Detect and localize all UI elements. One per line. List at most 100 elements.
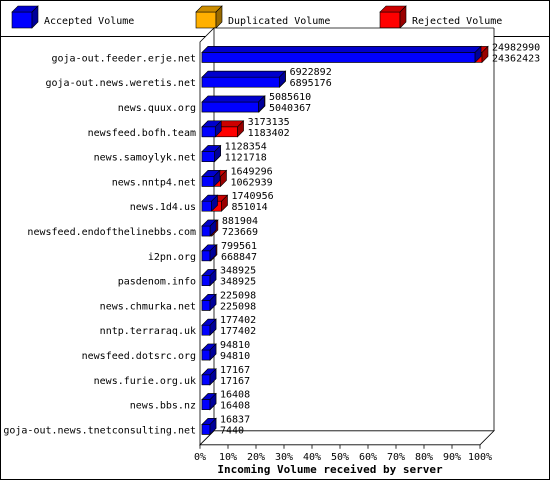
legend-label-duplicated: Duplicated Volume <box>228 16 330 27</box>
category-label: goja-out.feeder.erje.net <box>52 53 197 64</box>
bar-accepted-side <box>209 268 217 287</box>
value-label-accepted: 668847 <box>221 252 257 263</box>
bar-accepted-side <box>209 368 217 386</box>
bar-accepted-side <box>209 293 217 312</box>
x-tick-label: 80% <box>415 452 433 463</box>
x-tick-label: 70% <box>387 452 405 463</box>
bar-accepted-front <box>201 151 215 162</box>
bar-accepted-top <box>201 70 287 78</box>
bar-accepted-side <box>209 244 217 262</box>
value-label-accepted: 7440 <box>220 425 244 436</box>
bar-accepted-top <box>201 46 482 53</box>
category-label: newsfeed.endofthelinebbs.com <box>27 227 196 238</box>
bar-accepted-front <box>201 374 211 386</box>
category-label: news.chmurka.net <box>100 301 196 312</box>
x-tick-label: 50% <box>331 452 349 463</box>
legend-swatch-accepted-front <box>11 11 33 29</box>
value-label-total: 3173135 <box>248 117 290 128</box>
bar-accepted-front <box>201 349 211 361</box>
value-label-accepted: 1183402 <box>248 128 290 139</box>
value-label-total: 1128354 <box>225 142 267 153</box>
bar-accepted-top <box>201 95 266 103</box>
value-label-accepted: 723669 <box>222 227 258 238</box>
category-label: newsfeed.bofh.team <box>88 128 196 139</box>
value-label-total: 1740956 <box>232 191 274 202</box>
value-label-accepted: 24362423 <box>492 53 540 64</box>
value-label-accepted: 6895176 <box>290 78 332 89</box>
legend-swatch-rejected-side <box>399 5 407 29</box>
bar-rejected-side <box>221 194 228 212</box>
bar-accepted-side <box>209 417 217 436</box>
bar-accepted-front <box>201 52 476 63</box>
value-label-total: 225098 <box>220 290 256 301</box>
value-label-total: 17167 <box>220 365 250 376</box>
value-label-accepted: 94810 <box>220 351 250 362</box>
x-tick-label: 60% <box>359 452 377 463</box>
x-tick-label: 100% <box>468 452 492 463</box>
bar-accepted-side <box>214 120 222 138</box>
bar-accepted-side <box>209 318 217 336</box>
value-label-accepted: 348925 <box>220 277 256 288</box>
category-label: news.samoylyk.net <box>94 153 196 164</box>
value-label-accepted: 5040367 <box>269 103 311 114</box>
x-tick-label: 40% <box>303 452 321 463</box>
bar-accepted-side <box>213 169 221 188</box>
x-tick-label: 0% <box>194 452 206 463</box>
x-axis-title: Incoming Volume received by server <box>217 463 443 476</box>
plot-area <box>200 28 494 445</box>
bar-accepted-side <box>209 343 217 361</box>
bar-accepted-front <box>201 76 280 88</box>
value-label-accepted: 17167 <box>220 376 250 387</box>
value-label-total: 881904 <box>222 216 258 227</box>
legend-swatch-accepted-side <box>31 5 39 29</box>
category-label: i2pn.org <box>148 252 196 263</box>
category-label: newsfeed.dotsrc.org <box>82 351 196 362</box>
value-label-total: 16837 <box>220 414 250 425</box>
category-label: nntp.terraraq.uk <box>100 326 196 337</box>
bar-rejected-side <box>220 169 227 188</box>
bar-accepted-front <box>201 101 259 113</box>
bar-rejected-side <box>481 45 489 64</box>
value-label-accepted: 177402 <box>220 326 256 337</box>
category-label: news.1d4.us <box>130 202 196 213</box>
bar-accepted-front <box>201 250 211 262</box>
value-label-total: 1649296 <box>230 166 272 177</box>
bar-accepted-front <box>201 225 211 237</box>
bar-accepted-side <box>278 70 286 88</box>
value-label-total: 5085610 <box>269 92 311 103</box>
x-tick-label: 20% <box>247 452 265 463</box>
bar-accepted-front <box>201 176 215 187</box>
bar-accepted-front <box>201 275 211 286</box>
legend-swatch-duplicated-side <box>215 5 223 29</box>
value-label-total: 799561 <box>221 241 257 252</box>
legend-label-accepted: Accepted Volume <box>44 16 134 27</box>
value-label-total: 94810 <box>220 340 250 351</box>
bar-accepted-front <box>201 399 211 410</box>
bar-rejected-side <box>237 120 244 138</box>
legend-label-rejected: Rejected Volume <box>412 16 502 27</box>
category-label: pasdenom.info <box>118 277 196 288</box>
bar-accepted-side <box>211 194 218 212</box>
value-label-total: 16408 <box>220 390 250 401</box>
value-label-total: 24982990 <box>492 42 540 53</box>
bar-accepted-side <box>209 219 217 237</box>
category-label: news.quux.org <box>118 103 196 114</box>
category-label: goja-out.news.tnetconsulting.net <box>3 425 196 436</box>
bar-accepted-front <box>201 126 216 138</box>
value-label-accepted: 851014 <box>232 202 268 213</box>
legend-swatch-duplicated-front <box>195 11 217 29</box>
legend-swatch-rejected-front <box>379 11 401 29</box>
floor <box>199 430 495 446</box>
bar-accepted-side <box>209 392 217 411</box>
value-label-accepted: 1121718 <box>225 153 267 164</box>
bar-accepted-side <box>214 144 221 163</box>
value-label-total: 6922892 <box>290 67 332 78</box>
category-label: goja-out.news.weretis.net <box>45 78 196 89</box>
bar-accepted-front <box>201 424 211 435</box>
x-tick-label: 10% <box>219 452 237 463</box>
bar-accepted-side <box>258 95 265 113</box>
value-label-total: 177402 <box>220 315 256 326</box>
value-label-accepted: 16408 <box>220 401 250 412</box>
category-label: news.bbs.nz <box>130 401 196 412</box>
